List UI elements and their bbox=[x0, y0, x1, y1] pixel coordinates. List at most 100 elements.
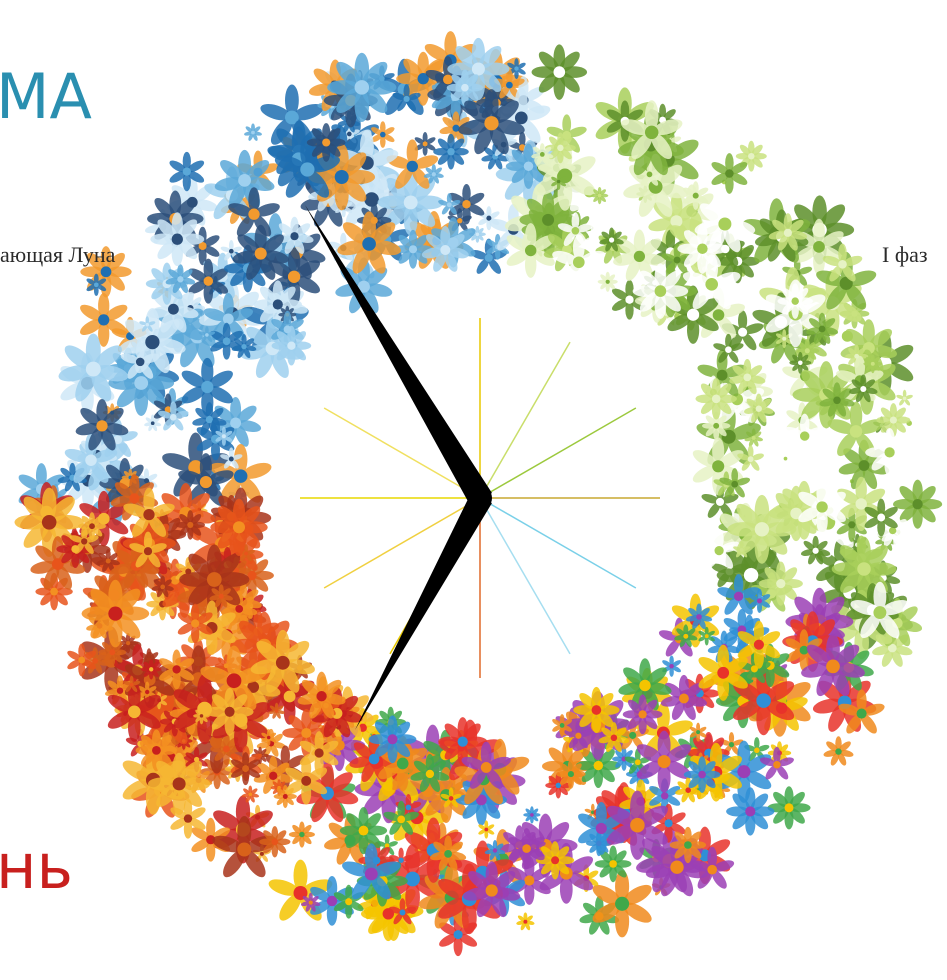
flower-center bbox=[805, 348, 810, 353]
flower-center bbox=[229, 457, 234, 462]
flower-center bbox=[687, 309, 699, 321]
flower-center bbox=[380, 132, 386, 138]
flower-center bbox=[273, 299, 283, 309]
flower-center bbox=[850, 425, 862, 437]
flower-center bbox=[816, 501, 827, 512]
flower-center bbox=[335, 170, 349, 184]
flower-center bbox=[684, 841, 692, 849]
flower-center bbox=[86, 362, 101, 377]
flower-center bbox=[679, 694, 689, 704]
flower-center bbox=[234, 469, 247, 482]
flower-center bbox=[713, 423, 719, 429]
flower-center bbox=[523, 920, 527, 924]
flower bbox=[447, 70, 483, 106]
flower bbox=[832, 537, 897, 602]
seasons-clock-illustration: МА ающая Луна I фаз нь bbox=[0, 0, 947, 980]
flower-center bbox=[737, 765, 750, 778]
flower-center bbox=[718, 217, 731, 230]
flower-center bbox=[784, 457, 788, 461]
flower-center bbox=[387, 734, 397, 744]
flower bbox=[150, 212, 204, 266]
flower-center bbox=[205, 333, 209, 337]
flower-center bbox=[630, 818, 645, 833]
flower-center bbox=[707, 865, 717, 875]
flower bbox=[598, 272, 618, 292]
flower-center bbox=[658, 755, 671, 768]
flower-center bbox=[696, 614, 702, 620]
flower bbox=[532, 44, 587, 99]
flower-center bbox=[697, 243, 707, 253]
flower-center bbox=[748, 456, 754, 462]
flower-center bbox=[698, 771, 706, 779]
flower-center bbox=[903, 397, 907, 401]
flower-center bbox=[406, 805, 412, 811]
flower-center bbox=[877, 514, 885, 522]
flower-center bbox=[557, 180, 561, 184]
flower-center bbox=[696, 730, 700, 734]
flower-center bbox=[716, 498, 724, 506]
flower-center bbox=[493, 848, 497, 852]
flower-center bbox=[481, 762, 492, 773]
flower-center bbox=[101, 266, 112, 277]
flower-center bbox=[592, 705, 602, 715]
flower-center bbox=[407, 161, 418, 172]
flower-center bbox=[238, 174, 251, 187]
flower-center bbox=[486, 884, 498, 896]
flower bbox=[307, 123, 346, 162]
flower-center bbox=[251, 131, 255, 135]
flower-center bbox=[725, 346, 732, 353]
flower-center bbox=[248, 793, 252, 797]
flower-center bbox=[94, 282, 99, 287]
flower-center bbox=[812, 548, 818, 554]
flower-center bbox=[835, 748, 841, 754]
flower-center bbox=[712, 460, 724, 472]
flower-center bbox=[553, 66, 565, 78]
flower-center bbox=[288, 271, 300, 283]
flower-center bbox=[345, 898, 352, 905]
page: МА ающая Луна I фаз нь (() => { const da… bbox=[0, 0, 947, 980]
flower bbox=[696, 378, 737, 419]
flower-center bbox=[890, 417, 897, 424]
flower-center bbox=[873, 606, 886, 619]
flower bbox=[433, 134, 469, 170]
flower bbox=[289, 821, 315, 847]
flower-center bbox=[665, 819, 673, 827]
flower-center bbox=[857, 709, 867, 719]
flower-center bbox=[540, 152, 545, 157]
flower-center bbox=[625, 296, 633, 304]
flower-center bbox=[705, 634, 709, 638]
flower-center bbox=[729, 742, 734, 747]
flower-center bbox=[568, 771, 574, 777]
flower-center bbox=[712, 394, 721, 403]
flower-center bbox=[833, 397, 841, 405]
flower-center bbox=[838, 260, 847, 269]
flower-center bbox=[731, 481, 738, 488]
flower-center bbox=[183, 167, 191, 175]
flower-center bbox=[639, 680, 650, 691]
flower-center bbox=[85, 454, 97, 466]
flower-center bbox=[738, 328, 747, 337]
flower bbox=[591, 187, 608, 204]
flower-center bbox=[744, 568, 758, 582]
flower-center bbox=[364, 192, 379, 207]
flower-center bbox=[269, 772, 277, 780]
flower bbox=[677, 224, 727, 274]
flower-center bbox=[359, 826, 369, 836]
flower bbox=[556, 759, 585, 788]
flower-center bbox=[362, 237, 376, 251]
flower-center bbox=[50, 588, 58, 596]
flower-center bbox=[300, 162, 314, 176]
flower-center bbox=[791, 297, 798, 304]
flower bbox=[340, 807, 387, 854]
flower-center bbox=[484, 116, 498, 130]
flower-center bbox=[443, 75, 453, 85]
flower-center bbox=[734, 592, 743, 601]
flower-center bbox=[560, 723, 565, 728]
flower-center bbox=[860, 386, 866, 392]
flower-center bbox=[647, 172, 653, 178]
flower bbox=[523, 806, 540, 823]
flower-center bbox=[609, 237, 614, 242]
flower-center bbox=[134, 376, 148, 390]
flower-center bbox=[168, 304, 179, 315]
flower-center bbox=[177, 276, 183, 282]
